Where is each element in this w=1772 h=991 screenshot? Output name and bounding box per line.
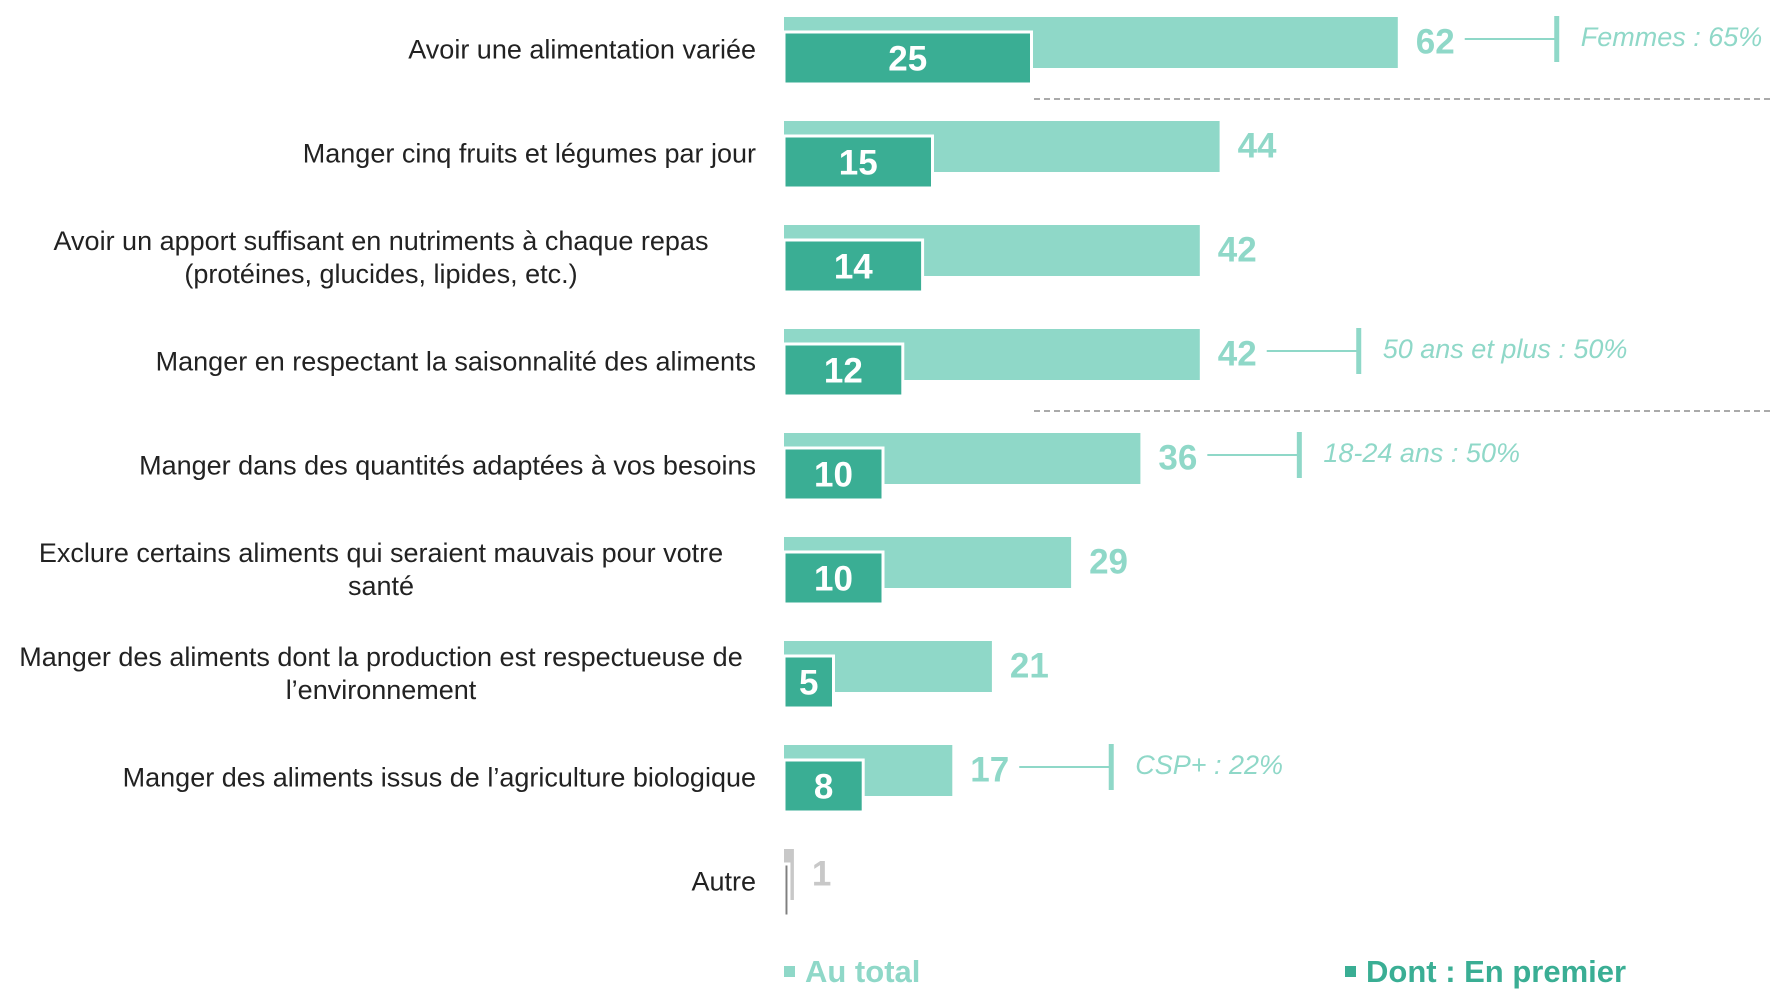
value-label-first: 15	[839, 143, 878, 182]
value-label-total: 42	[1218, 230, 1257, 269]
value-label-first: 8	[814, 767, 833, 806]
value-label-total: 36	[1158, 438, 1197, 477]
annotation-text: 18-24 ans : 50%	[1323, 438, 1520, 468]
value-label-first: 12	[824, 351, 863, 390]
category-label: Exclure certains aliments qui seraient m…	[38, 538, 724, 601]
category-label: Autre	[691, 866, 756, 897]
value-label-first: 5	[799, 663, 818, 702]
value-label-total: 17	[970, 750, 1009, 789]
category-label: Manger des aliments dont la production e…	[19, 642, 743, 705]
category-label-box: Manger dans des quantités adaptées à vos…	[0, 450, 756, 483]
category-label-box: Manger des aliments dont la production e…	[0, 641, 756, 707]
annotation-text: CSP+ : 22%	[1135, 750, 1283, 780]
bar-first	[782, 654, 835, 710]
bar-first	[782, 862, 791, 918]
category-label-box: Manger en respectant la saisonnalité des…	[0, 346, 756, 379]
category-label-box: Autre	[0, 866, 756, 899]
category-label-box: Avoir un apport suffisant en nutriments …	[0, 225, 756, 291]
bar-first	[782, 550, 885, 606]
legend-swatch	[1345, 966, 1356, 977]
legend-label: Dont : En premier	[1366, 954, 1626, 989]
bar-first	[782, 342, 905, 398]
annotation-text: Femmes : 65%	[1581, 22, 1763, 52]
bar-first	[782, 30, 1033, 86]
value-label-first: 10	[814, 559, 853, 598]
value-label-total: 42	[1218, 334, 1257, 373]
category-label: Manger des aliments issus de l’agricultu…	[122, 762, 756, 793]
value-label-total: 44	[1238, 126, 1277, 165]
category-label: Manger cinq fruits et légumes par jour	[302, 138, 756, 169]
legend-swatch	[784, 966, 795, 977]
value-label-first: 10	[814, 455, 853, 494]
value-label-total: 62	[1416, 22, 1455, 61]
bar-first	[782, 134, 934, 190]
annotation-text: 50 ans et plus : 50%	[1383, 334, 1628, 364]
category-label: Avoir une alimentation variée	[408, 34, 756, 65]
bar-first	[782, 758, 865, 814]
legend-label: Au total	[805, 954, 920, 989]
category-label-box: Manger des aliments issus de l’agricultu…	[0, 762, 756, 795]
category-label-box: Manger cinq fruits et légumes par jour	[0, 138, 756, 171]
value-label-total: 29	[1089, 542, 1128, 581]
value-label-total: 21	[1010, 646, 1049, 685]
category-label-box: Exclure certains aliments qui seraient m…	[0, 537, 756, 603]
category-label: Manger dans des quantités adaptées à vos…	[139, 450, 756, 481]
value-label-first: 14	[834, 247, 873, 286]
value-label-total: 1	[812, 854, 831, 893]
value-label-first: 25	[888, 39, 927, 78]
category-label-box: Avoir une alimentation variée	[0, 34, 756, 67]
bar-first	[782, 238, 925, 294]
category-label: Avoir un apport suffisant en nutriments …	[53, 226, 709, 289]
bar-first	[782, 446, 885, 502]
category-label: Manger en respectant la saisonnalité des…	[155, 346, 756, 377]
